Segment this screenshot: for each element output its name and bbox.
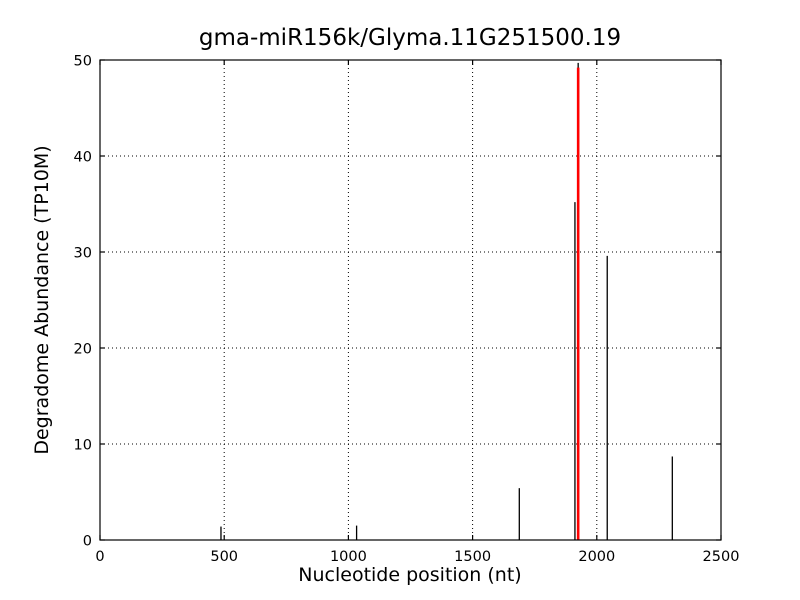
x-tick-label: 2500	[703, 549, 740, 565]
x-axis-label: Nucleotide position (nt)	[298, 564, 521, 586]
y-tick-label: 50	[74, 54, 92, 70]
y-axis-label: Degradome Abundance (TP10M)	[31, 145, 53, 454]
y-tick-label: 0	[83, 534, 92, 550]
y-tick-label: 20	[74, 342, 92, 358]
y-tick-label: 40	[74, 150, 92, 166]
axes-spines	[99, 59, 722, 541]
tick-marks-layer	[99, 59, 722, 541]
y-tick-label: 30	[74, 246, 92, 262]
x-tick-label: 0	[95, 549, 104, 565]
x-tick-label: 2000	[578, 549, 615, 565]
x-tick-label: 500	[210, 549, 238, 565]
y-tick-label: 10	[74, 438, 92, 454]
tick-labels-layer: 0 500 1000 1500 2000 2500 0 10 20 30 40 50	[74, 54, 740, 566]
spike-layer	[220, 62, 673, 540]
chart-title: gma-miR156k/Glyma.11G251500.19	[199, 25, 621, 51]
x-tick-label: 1500	[454, 549, 491, 565]
grid-layer	[100, 60, 721, 540]
plot-border	[99, 59, 722, 541]
x-tick-label: 1000	[330, 549, 367, 565]
